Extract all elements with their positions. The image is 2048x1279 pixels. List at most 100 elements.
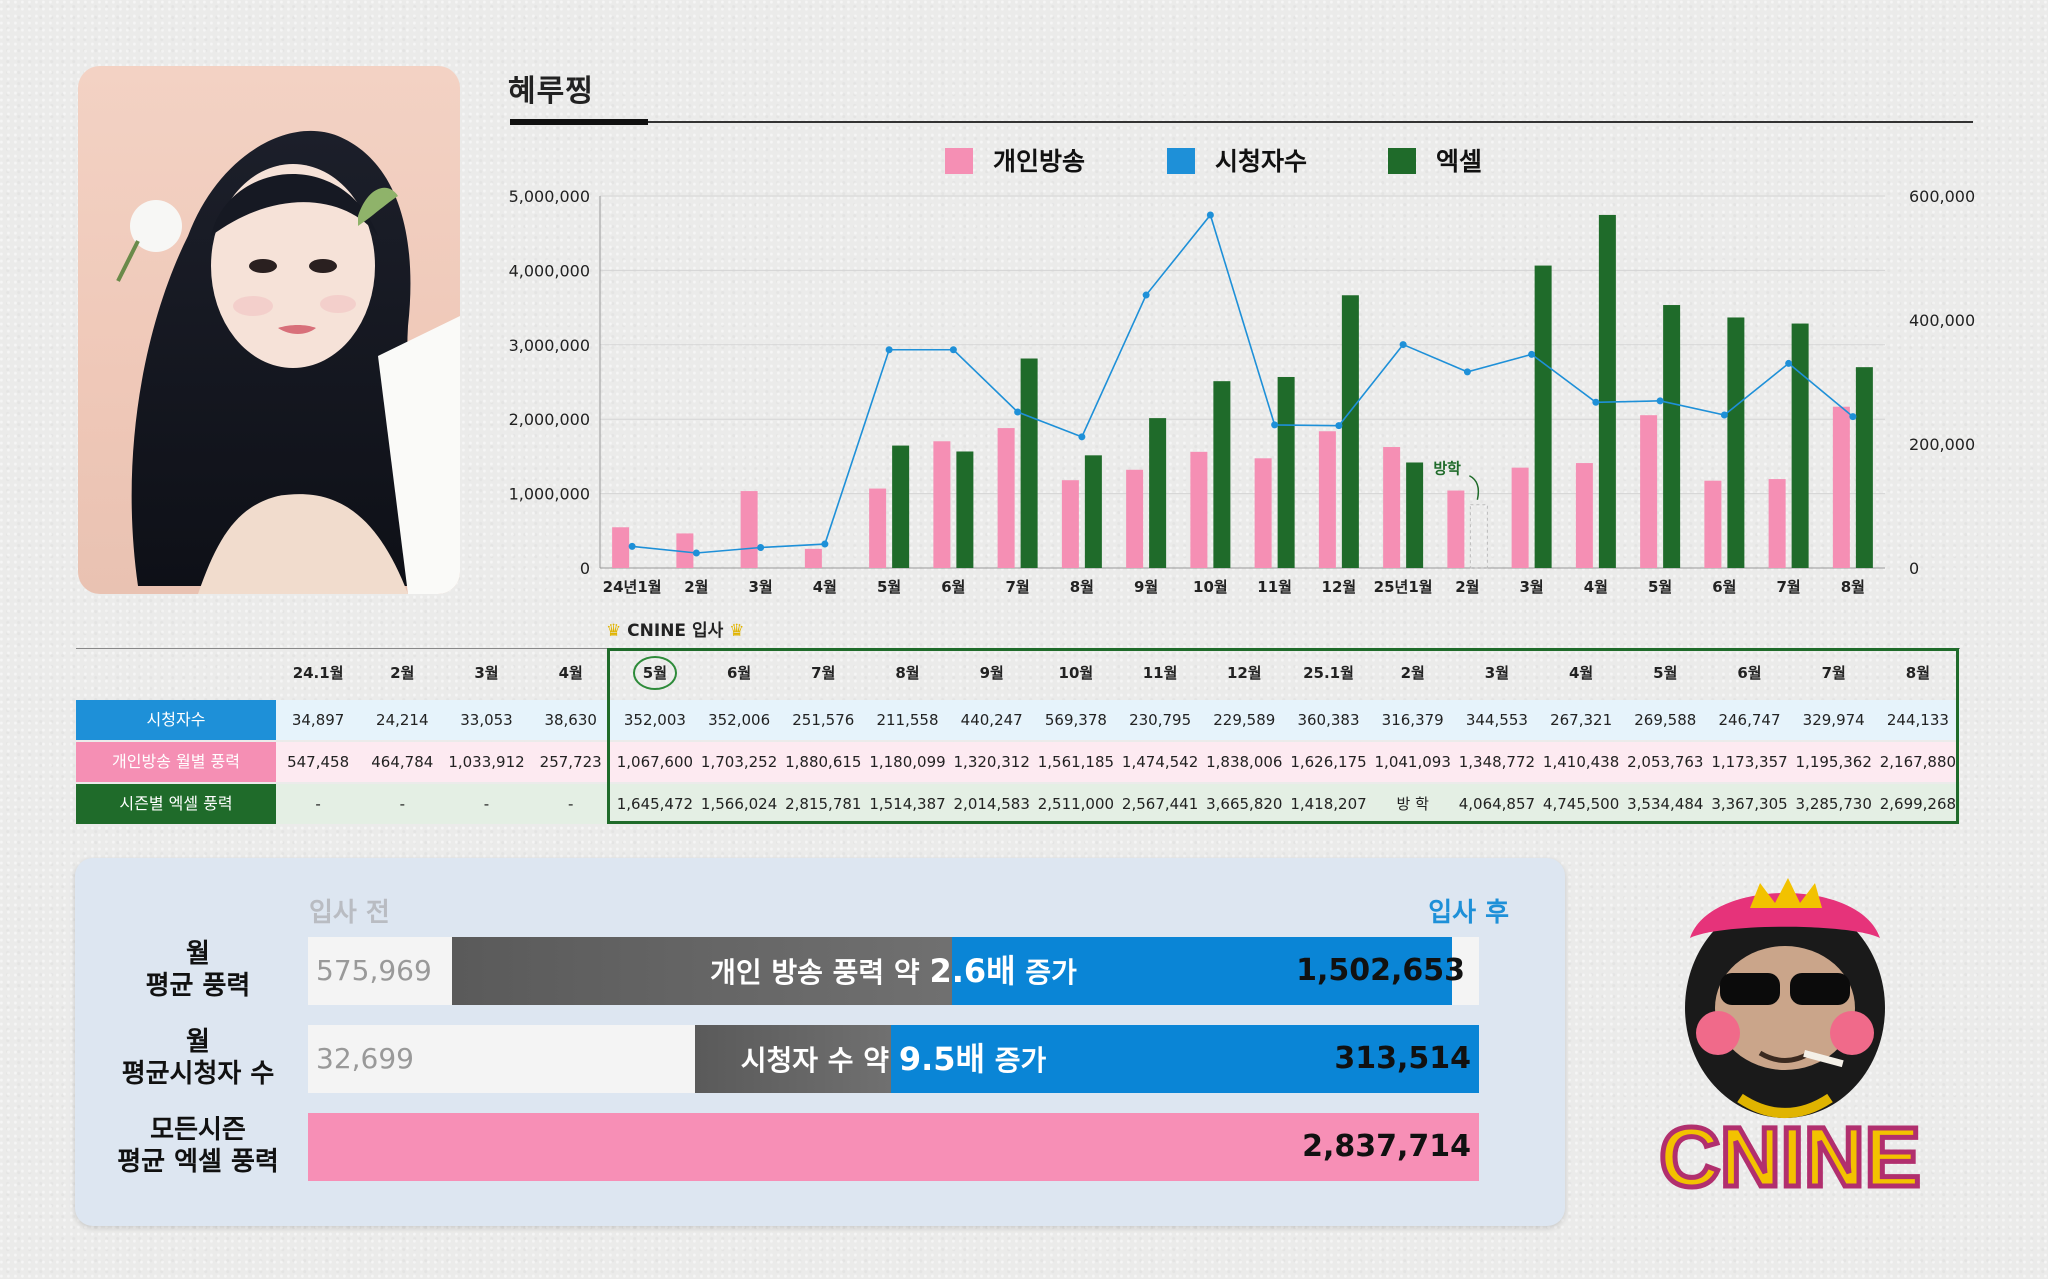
legend-swatch bbox=[1388, 148, 1416, 174]
table-cell: 3,534,484 bbox=[1627, 795, 1704, 813]
table-cell: 344,553 bbox=[1465, 711, 1528, 729]
bar-excel bbox=[1727, 317, 1745, 568]
annotation-arrow bbox=[1469, 475, 1480, 500]
logo-text: CNINE bbox=[1659, 1110, 1920, 1204]
point-viewers bbox=[1271, 421, 1279, 429]
point-viewers bbox=[1014, 408, 1022, 416]
point-viewers bbox=[821, 540, 829, 548]
table-header-cell: 5월 bbox=[1653, 664, 1678, 682]
y-left-tick-label: 5,000,000 bbox=[509, 187, 590, 206]
x-tick-label: 4월 bbox=[813, 578, 837, 596]
x-tick-label: 9월 bbox=[1134, 578, 1158, 596]
table-cell: 229,589 bbox=[1213, 711, 1276, 729]
data-table: 24.1월 2월 3월 4월 5월 6월 7월 8월 9월 10월 11월 12월 25.1월 2월 3월 4… bbox=[76, 648, 1960, 828]
y-left-tick-label: 2,000,000 bbox=[509, 410, 590, 429]
bar-avg-power: 575,969 개인 방송 풍력 약 2.6배 증가 1,502,653 bbox=[308, 937, 1479, 1005]
table-header-cell: 3월 bbox=[474, 664, 499, 682]
table-cell: 1,180,099 bbox=[869, 753, 946, 771]
bar-personal bbox=[1061, 480, 1079, 568]
x-tick-label: 2월 bbox=[684, 578, 708, 596]
bar-excel bbox=[1341, 295, 1359, 568]
table-cell: 2,511,000 bbox=[1037, 795, 1115, 813]
table-cell: 1,880,615 bbox=[785, 753, 862, 771]
table-header-cell: 24.1월 bbox=[292, 664, 344, 682]
point-viewers bbox=[949, 346, 957, 354]
bar-excel bbox=[1663, 305, 1681, 568]
increase-prefix: 시청자 수 약 bbox=[740, 1044, 899, 1077]
table-cell: 267,321 bbox=[1550, 711, 1613, 729]
bar-avg-viewers: 32,699 시청자 수 약 9.5배 증가 313,514 bbox=[308, 1025, 1479, 1093]
point-viewers bbox=[1335, 422, 1343, 430]
table-cell: 352,003 bbox=[623, 711, 686, 729]
table-cell: - bbox=[567, 795, 574, 813]
table-cell: 1,348,772 bbox=[1458, 753, 1536, 771]
table-cell: 1,320,312 bbox=[953, 753, 1030, 771]
table-header-cell: 8월 bbox=[895, 664, 920, 682]
table-header-cell: 5월 bbox=[613, 653, 697, 693]
crown-right-icon: ♛ bbox=[729, 621, 745, 641]
table-header-cell: 11월 bbox=[1142, 664, 1178, 682]
cnine-logo: CNINE bbox=[1630, 868, 1950, 1228]
table-cell: 464,784 bbox=[371, 753, 434, 771]
post-join-highlight-box bbox=[607, 648, 1959, 824]
increase-text: 개인 방송 풍력 약 2.6배 증가 bbox=[308, 937, 1479, 1005]
point-viewers bbox=[1399, 341, 1407, 349]
label-line1: 모든시즌 bbox=[150, 1115, 246, 1145]
bar-personal bbox=[1832, 406, 1850, 568]
point-viewers bbox=[1528, 350, 1536, 358]
y-left-tick-label: 0 bbox=[580, 559, 590, 578]
title-divider-accent bbox=[510, 119, 648, 125]
bar-personal bbox=[1575, 463, 1593, 568]
table-row-label: 개인방송 월별 풍력 bbox=[76, 742, 276, 782]
table-cell: 547,458 bbox=[287, 753, 350, 771]
point-viewers bbox=[885, 346, 893, 354]
table-cell: 1,067,600 bbox=[616, 753, 694, 771]
table-header-row: 24.1월 2월 3월 4월 5월 6월 7월 8월 9월 10월 11월 12월 25.1월 2월 3월 4… bbox=[76, 653, 1960, 693]
x-tick-label: 8월 bbox=[1841, 578, 1865, 596]
table-cell: 2,815,781 bbox=[785, 795, 862, 813]
x-tick-label: 6월 bbox=[1712, 578, 1736, 596]
table-header-cell: 6월 bbox=[726, 664, 752, 682]
summary-panel: 입사 전 입사 후 월 평균 풍력 575,969 개인 방송 풍력 약 2.6… bbox=[75, 858, 1565, 1226]
table-header-cell: 10월 bbox=[1058, 664, 1094, 682]
increase-suffix: 증가 bbox=[984, 1044, 1047, 1077]
table-cell: 251,576 bbox=[792, 711, 855, 729]
table-row-personal: 개인방송 월별 풍력 547,458 464,784 1,033,912 257,723… bbox=[76, 742, 1960, 782]
x-tick-label: 5월 bbox=[877, 578, 901, 596]
y-left-tick-label: 1,000,000 bbox=[509, 485, 590, 504]
x-tick-label: 8월 bbox=[1070, 578, 1094, 596]
label-line2: 평균 풍력 bbox=[145, 971, 251, 1001]
table-cell: 352,006 bbox=[708, 711, 771, 729]
table-cell: 3,285,730 bbox=[1795, 795, 1872, 813]
table-cell: 360,383 bbox=[1297, 711, 1360, 729]
x-tick-label: 10월 bbox=[1193, 578, 1228, 596]
bar-excel bbox=[1534, 265, 1552, 568]
bar-personal bbox=[1640, 415, 1658, 568]
after-value: 1,502,653 bbox=[1296, 953, 1465, 988]
table-cell: 1,041,093 bbox=[1374, 753, 1451, 771]
before-value: 32,699 bbox=[316, 1042, 414, 1075]
bar-excel bbox=[1598, 214, 1616, 568]
table-row-label: 시청자수 bbox=[76, 700, 276, 740]
bar-fill bbox=[695, 1025, 1479, 1093]
increase-multiplier: 9.5배 bbox=[898, 1040, 985, 1078]
summary-label-avg-viewers: 월 평균시청자 수 bbox=[93, 1026, 303, 1090]
y-left-tick-label: 4,000,000 bbox=[509, 261, 590, 280]
bar-excel bbox=[1020, 358, 1038, 568]
bar-excel bbox=[1277, 376, 1295, 568]
bar-excel bbox=[1149, 418, 1167, 568]
table-cell: 33,053 bbox=[460, 711, 513, 729]
after-value: 313,514 bbox=[1334, 1041, 1471, 1076]
bar-personal bbox=[997, 428, 1015, 568]
label-line1: 월 bbox=[186, 1027, 210, 1057]
y-right-tick-label: 200,000 bbox=[1909, 435, 1975, 454]
table-cell: 1,474,542 bbox=[1121, 753, 1199, 771]
table-cell: 1,566,024 bbox=[700, 795, 778, 813]
after-label: 입사 후 bbox=[1428, 898, 1509, 928]
bar-personal bbox=[676, 533, 694, 568]
legend-label: 개인방송 bbox=[993, 147, 1085, 176]
legend-swatch bbox=[1167, 148, 1195, 174]
x-tick-label: 6월 bbox=[941, 578, 965, 596]
title-divider bbox=[510, 121, 1973, 123]
table-cell: 3,367,305 bbox=[1711, 795, 1788, 813]
